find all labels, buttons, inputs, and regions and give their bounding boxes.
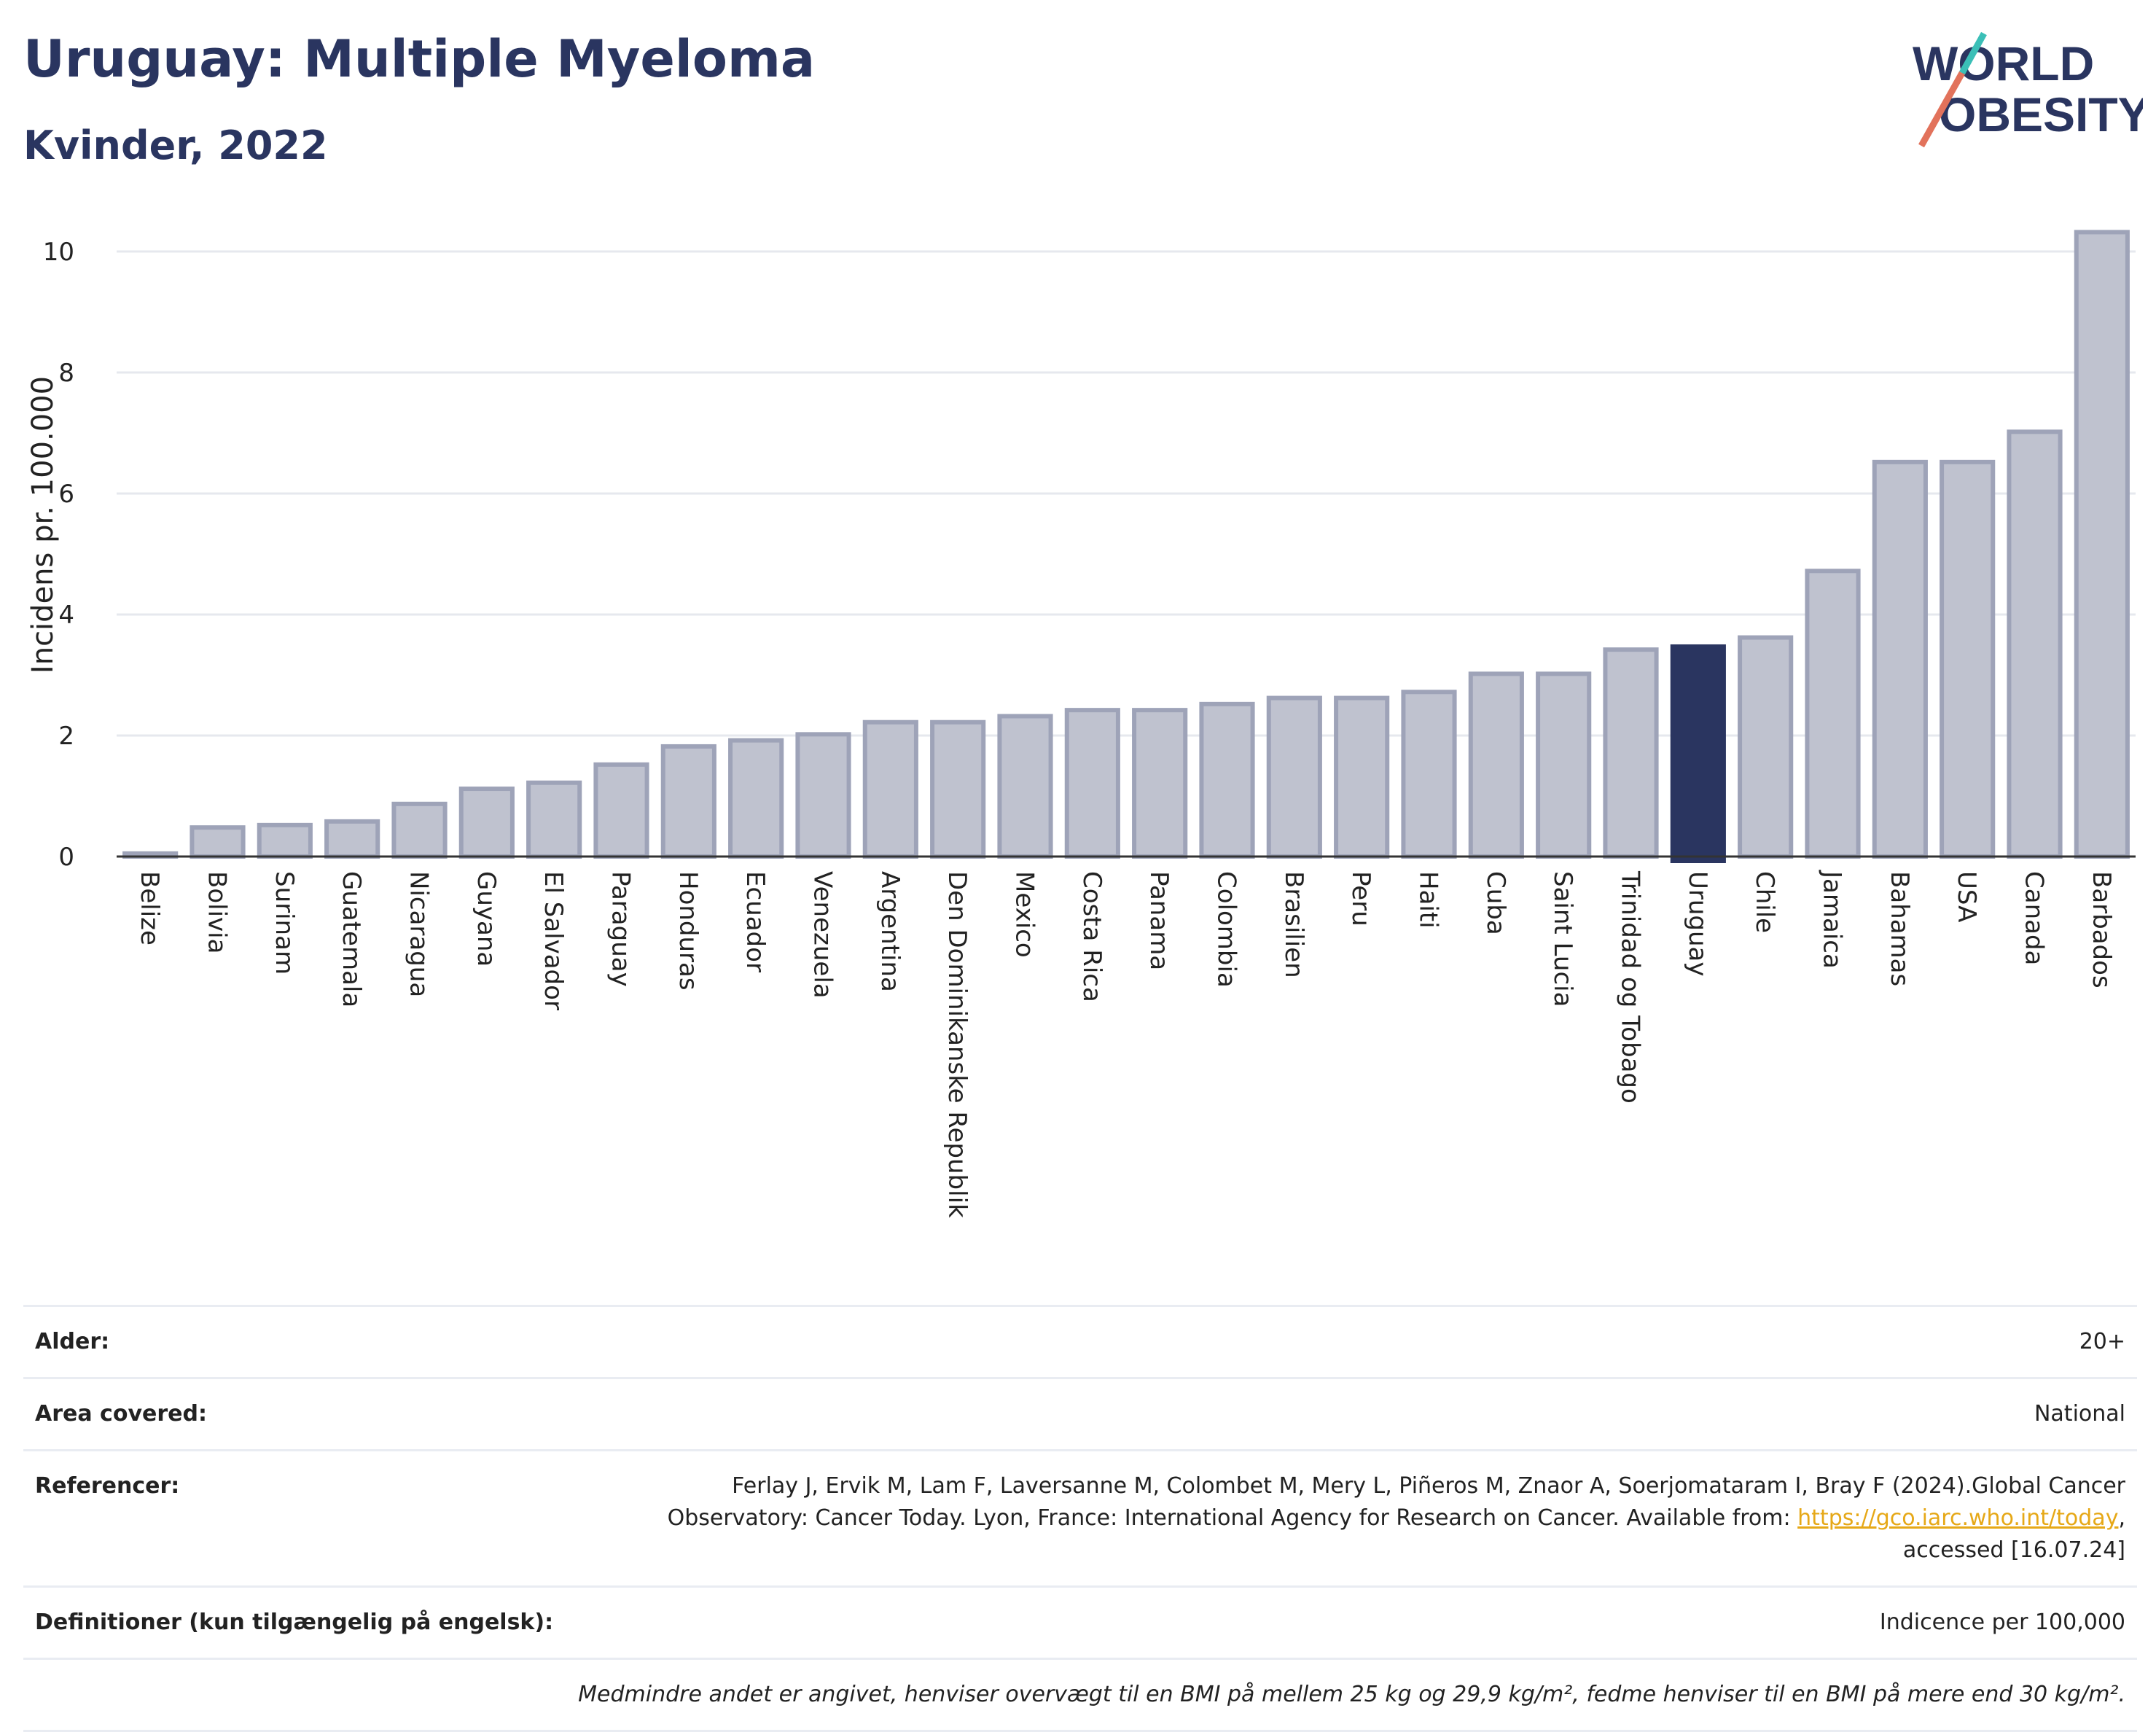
definitions-label: Definitioner (kun tilgængelig på engelsk…	[35, 1610, 554, 1635]
definitions-value: Indicence per 100,000	[1879, 1610, 2125, 1635]
bar-mexico	[997, 714, 1053, 859]
bar-venezuela	[795, 732, 851, 859]
x-category-label: Honduras	[673, 871, 703, 991]
bar-uruguay	[1670, 644, 1726, 863]
x-category-label: Trinidad og Tobago	[1616, 870, 1645, 1104]
x-category-label: Paraguay	[606, 871, 636, 987]
bar-trinidad-og-tobago	[1603, 647, 1659, 859]
info-table: Alder: 20+ Area covered: National Refere…	[23, 1305, 2137, 1732]
y-tick-label: 2	[58, 722, 74, 751]
y-tick-label: 0	[58, 843, 74, 872]
world-obesity-logo: WORLD OBESITY	[1913, 31, 2143, 148]
area-value: National	[2034, 1401, 2125, 1427]
bar-barbados	[2074, 230, 2130, 859]
bar-guatemala	[324, 819, 380, 859]
x-category-label: Guatemala	[337, 871, 366, 1007]
y-tick-label: 6	[58, 480, 74, 509]
info-row-references: Referencer: Ferlay J, Ervik M, Lam F, La…	[23, 1449, 2137, 1585]
x-category-label: USA	[1952, 871, 1981, 922]
reference-link[interactable]: https://gco.iarc.who.int/today	[1797, 1505, 2119, 1531]
logo-line1: WORLD	[1913, 36, 2094, 90]
x-category-label: Canada	[2020, 871, 2049, 965]
x-category-label: Den Dominikanske Republik	[942, 871, 972, 1218]
x-category-label: Nicaragua	[405, 871, 434, 997]
age-label: Alder:	[35, 1329, 110, 1354]
info-row-definitions: Definitioner (kun tilgængelig på engelsk…	[23, 1585, 2137, 1658]
x-category-label: Venezuela	[808, 871, 837, 999]
x-category-label: Jamaica	[1818, 870, 1847, 969]
bar-el-salvador	[526, 780, 582, 859]
bar-usa	[1940, 459, 1996, 859]
bar-ecuador	[728, 738, 784, 859]
y-tick-labels: 0 2 4 6 8 10	[43, 238, 74, 872]
x-category-label: Ecuador	[741, 871, 770, 972]
y-tick-label: 4	[58, 601, 74, 630]
x-category-label: Costa Rica	[1077, 871, 1106, 1002]
bar-chart: 0 2 4 6 8 10 Belize Bolivia Surinam Guatemala Nic…	[26, 230, 2136, 1218]
bar-jamaica	[1805, 569, 1861, 859]
x-category-label: Brasilien	[1279, 871, 1308, 978]
bar-den-dominikanske-republik	[930, 719, 986, 859]
logo-line2: OBESITY	[1939, 87, 2143, 141]
x-category-label: El Salvador	[539, 871, 568, 1010]
references-label: Referencer:	[35, 1473, 180, 1499]
x-category-label: Belize	[135, 871, 164, 945]
x-category-label: Chile	[1750, 871, 1779, 933]
reference-line-2: Observatory: Cancer Today. Lyon, France:…	[667, 1505, 1798, 1531]
y-axis-title: Incidens pr. 100.000	[26, 376, 60, 674]
bar-canada	[2007, 429, 2063, 859]
reference-line-1: Ferlay J, Ervik M, Lam F, Laversanne M, …	[732, 1473, 2125, 1499]
reference-line-3: accessed [16.07.24]	[1902, 1537, 2125, 1563]
x-category-label: Bolivia	[203, 871, 232, 953]
x-category-label: Barbados	[2087, 871, 2116, 988]
x-category-labels: Belize Bolivia Surinam Guatemala Nicaragua Gu…	[135, 870, 2116, 1218]
info-row-footnote: Medmindre andet er angivet, henviser ove…	[23, 1658, 2137, 1732]
info-row-area: Area covered: National	[23, 1377, 2137, 1449]
bar-peru	[1334, 695, 1390, 859]
x-category-label: Saint Lucia	[1548, 871, 1577, 1007]
bar-panama	[1132, 708, 1188, 859]
bar-costa-rica	[1064, 708, 1120, 859]
gridlines	[117, 250, 2136, 737]
bar-colombia	[1199, 701, 1255, 859]
y-tick-label: 10	[43, 238, 74, 267]
chart-title: Uruguay: Multiple Myeloma	[23, 29, 816, 89]
bar-cuba	[1468, 671, 1524, 859]
bar-bolivia	[190, 825, 246, 859]
x-category-label: Uruguay	[1683, 871, 1712, 977]
x-category-label: Guyana	[472, 871, 501, 967]
bar-haiti	[1401, 690, 1457, 859]
references-value: Ferlay J, Ervik M, Lam F, Laversanne M, …	[668, 1470, 2125, 1567]
age-value: 20+	[2079, 1329, 2125, 1354]
x-category-label: Panama	[1144, 871, 1173, 970]
info-row-age: Alder: 20+	[23, 1305, 2137, 1377]
x-category-label: Bahamas	[1885, 871, 1914, 986]
y-tick-label: 8	[58, 359, 74, 388]
logo-slash-upper	[1959, 31, 1987, 75]
chart-subtitle: Kvinder, 2022	[23, 122, 328, 168]
x-category-label: Haiti	[1414, 871, 1443, 929]
x-category-label: Surinam	[270, 871, 299, 975]
bar-paraguay	[593, 762, 649, 859]
bars	[122, 230, 2130, 863]
area-label: Area covered:	[35, 1401, 207, 1427]
bar-argentina	[862, 719, 918, 859]
bar-chile	[1738, 635, 1794, 859]
bar-brasilien	[1266, 695, 1322, 859]
reference-comma: ,	[2118, 1505, 2125, 1531]
bar-bahamas	[1872, 459, 1928, 859]
bar-nicaragua	[391, 801, 448, 859]
x-category-label: Colombia	[1212, 871, 1241, 988]
x-category-label: Argentina	[875, 871, 905, 992]
x-category-label: Mexico	[1010, 871, 1039, 958]
x-category-label: Peru	[1346, 871, 1375, 927]
bar-guyana	[458, 787, 515, 859]
logo-slash-lower	[1918, 71, 1965, 148]
footnote: Medmindre andet er angivet, henviser ove…	[578, 1682, 2125, 1707]
bar-saint-lucia	[1536, 671, 1592, 859]
bar-surinam	[257, 822, 313, 859]
x-category-label: Cuba	[1481, 871, 1510, 935]
bar-honduras	[660, 744, 716, 859]
